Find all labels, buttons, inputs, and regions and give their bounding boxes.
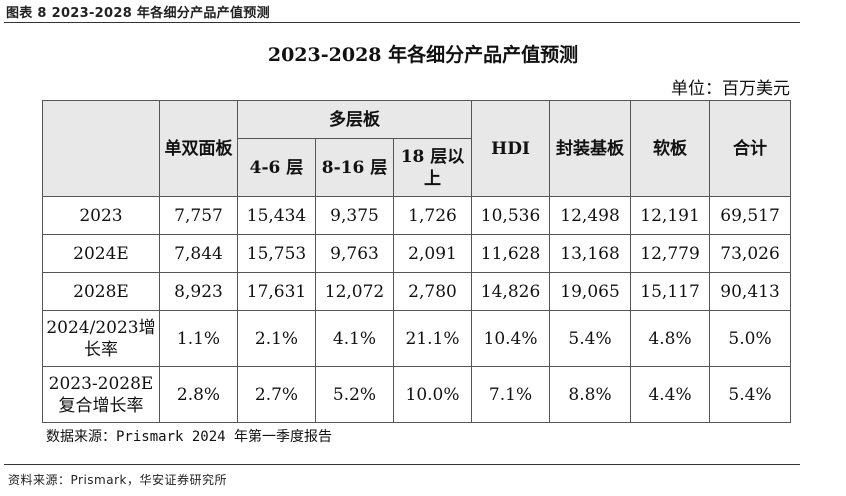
- table-row: 2024E 7,844 15,753 9,763 2,091 11,628 13…: [42, 234, 792, 273]
- cell: 9,763: [315, 234, 394, 273]
- cell: 73,026: [709, 234, 792, 273]
- table-row: 2023 7,757 15,434 9,375 1,726 10,536 12,…: [42, 196, 792, 235]
- header-total: 合计: [709, 100, 792, 197]
- cell: 5.2%: [315, 366, 394, 423]
- cell: 12,498: [549, 196, 632, 235]
- cell: 7,844: [159, 234, 238, 273]
- cell: 4.8%: [630, 310, 711, 367]
- cell: 15,753: [237, 234, 316, 273]
- cell: 8,923: [159, 272, 238, 311]
- forecast-table: 单双面板 多层板 HDI 封装基板 软板 合计 4-6 层 8-16 层 18 …: [42, 100, 792, 423]
- row-label: 2024/2023增长率: [42, 310, 160, 367]
- header-18-plus-layer: 18 层以上: [392, 138, 473, 197]
- header-substrate: 封装基板: [549, 100, 632, 197]
- source-divider: [4, 464, 800, 465]
- cell: 14,826: [471, 272, 551, 311]
- cell: 1.1%: [159, 310, 238, 367]
- table-title: 2023-2028 年各细分产品产值预测: [267, 44, 579, 66]
- cell: 2.7%: [237, 366, 316, 423]
- cell: 2.1%: [237, 310, 316, 367]
- cell: 8.8%: [549, 366, 632, 423]
- cell: 17,631: [237, 272, 316, 311]
- cell: 5.0%: [709, 310, 792, 367]
- cell: 10,536: [471, 196, 551, 235]
- cell: 69,517: [709, 196, 792, 235]
- header-hdi: HDI: [471, 100, 551, 197]
- row-label: 2023: [42, 196, 160, 235]
- cell: 15,434: [237, 196, 316, 235]
- header-4-6-layer: 4-6 层: [237, 138, 316, 197]
- cell: 12,072: [315, 272, 394, 311]
- cell: 15,117: [630, 272, 711, 311]
- cell: 1,726: [392, 196, 473, 235]
- cell: 19,065: [549, 272, 632, 311]
- cell: 11,628: [471, 234, 551, 273]
- row-label: 2024E: [42, 234, 160, 273]
- header-single-double: 单双面板: [159, 100, 238, 197]
- cell: 90,413: [709, 272, 792, 311]
- header-flex: 软板: [630, 100, 711, 197]
- cell: 21.1%: [392, 310, 473, 367]
- cell: 4.1%: [315, 310, 394, 367]
- table-row: 2024/2023增长率 1.1% 2.1% 4.1% 21.1% 10.4% …: [42, 310, 792, 367]
- cell: 12,191: [630, 196, 711, 235]
- cell: 2.8%: [159, 366, 238, 423]
- cell: 5.4%: [549, 310, 632, 367]
- figure-caption: 图表 8 2023-2028 年各细分产品产值预测: [6, 6, 270, 21]
- corner-header-cell: [42, 100, 160, 197]
- data-source-note: 数据来源：Prismark 2024 年第一季度报告: [46, 429, 333, 445]
- table-row: 2023-2028E复合增长率 2.8% 2.7% 5.2% 10.0% 7.1…: [42, 366, 792, 423]
- source-line: 资料来源：Prismark，华安证券研究所: [8, 473, 227, 487]
- header-8-16-layer: 8-16 层: [315, 138, 394, 197]
- caption-divider: [4, 22, 800, 23]
- cell: 7,757: [159, 196, 238, 235]
- cell: 2,091: [392, 234, 473, 273]
- cell: 2,780: [392, 272, 473, 311]
- cell: 7.1%: [471, 366, 551, 423]
- cell: 9,375: [315, 196, 394, 235]
- cell: 5.4%: [709, 366, 792, 423]
- unit-label: 单位：百万美元: [671, 79, 790, 99]
- table-row: 2028E 8,923 17,631 12,072 2,780 14,826 1…: [42, 272, 792, 311]
- cell: 13,168: [549, 234, 632, 273]
- row-label: 2028E: [42, 272, 160, 311]
- cell: 10.0%: [392, 366, 473, 423]
- cell: 4.4%: [630, 366, 711, 423]
- cell: 10.4%: [471, 310, 551, 367]
- cell: 12,779: [630, 234, 711, 273]
- row-label: 2023-2028E复合增长率: [42, 366, 160, 423]
- header-multilayer: 多层板: [236, 100, 473, 139]
